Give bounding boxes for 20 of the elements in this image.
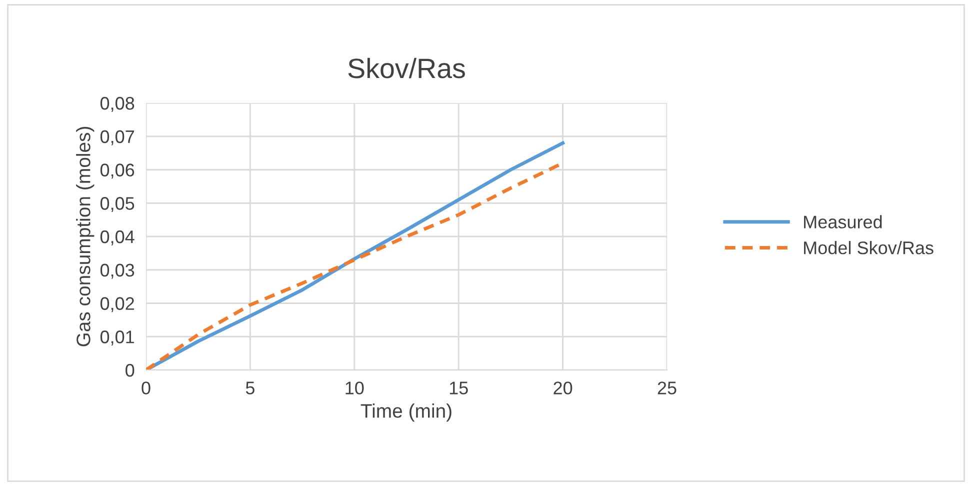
y-tick-label: 0,05 [100,197,134,212]
y-tick-label: 0,08 [100,96,134,112]
x-tick-label: 5 [246,382,254,394]
x-tick-label: 10 [346,382,364,394]
y-tick-label: 0 [126,364,134,377]
x-tick-label: 25 [658,382,676,394]
chart-title: Skov/Ras [348,58,465,78]
x-axis-title: Time (min) [360,404,452,422]
y-tick-label: 0,01 [100,330,134,346]
x-tick-label: 15 [450,382,468,394]
y-axis-title: Gas consumption (moles) [76,126,94,346]
legend-label: Measured [804,215,882,228]
y-tick-label: 0,07 [100,130,134,146]
y-tick-label: 0,02 [100,297,134,312]
y-tick-label: 0,03 [100,264,134,279]
x-tick-label: 20 [554,382,572,394]
legend-label: Model Skov/Ras [804,241,934,254]
x-tick-label: 0 [142,382,150,394]
y-tick-label: 0,06 [100,164,134,179]
y-tick-label: 0,04 [100,230,134,246]
